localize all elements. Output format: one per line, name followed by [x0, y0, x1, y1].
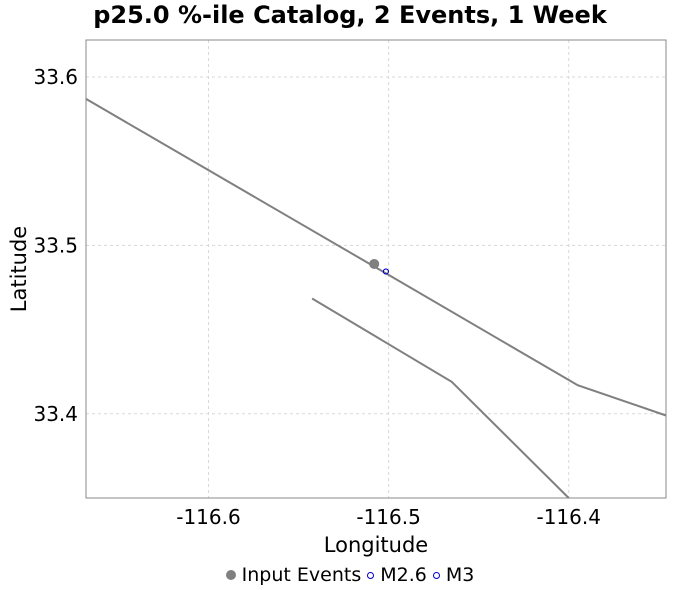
fault-trace-layer — [85, 98, 667, 499]
legend: Input Events M2.6 M3 — [0, 562, 700, 588]
point-layer — [369, 258, 389, 275]
x-tick-label: -116.4 — [536, 505, 600, 529]
x-tick-label: -116.6 — [176, 505, 240, 529]
y-tick-label: 33.6 — [33, 65, 78, 89]
legend-item-m3: M3 — [432, 564, 475, 586]
filled-circle-icon — [225, 570, 236, 580]
legend-label: M2.6 — [380, 564, 427, 586]
legend-label: Input Events — [241, 564, 362, 586]
grid-layer — [86, 40, 666, 498]
fault-trace-line — [311, 297, 570, 499]
y-tick-label: 33.4 — [33, 402, 78, 426]
x-axis-title: Longitude — [324, 533, 428, 557]
fault-trace-line — [85, 98, 667, 417]
open-circle-icon — [367, 571, 375, 579]
legend-label: M3 — [445, 564, 475, 586]
open-circle-icon — [432, 571, 440, 579]
chart-title: p25.0 %-ile Catalog, 2 Events, 1 Week — [93, 1, 607, 29]
x-tick-labels: -116.6 -116.5 -116.4 — [176, 505, 601, 529]
legend-item-m2-6: M2.6 — [367, 564, 427, 586]
y-tick-label: 33.5 — [33, 233, 78, 257]
plot-frame — [85, 39, 667, 499]
scatter-point — [382, 268, 389, 275]
scatter-point — [369, 258, 380, 269]
legend-item-input-events: Input Events — [225, 564, 362, 586]
y-tick-labels: 33.4 33.5 33.6 — [33, 65, 78, 426]
x-tick-label: -116.5 — [356, 505, 420, 529]
y-axis-title: Latitude — [7, 226, 31, 312]
